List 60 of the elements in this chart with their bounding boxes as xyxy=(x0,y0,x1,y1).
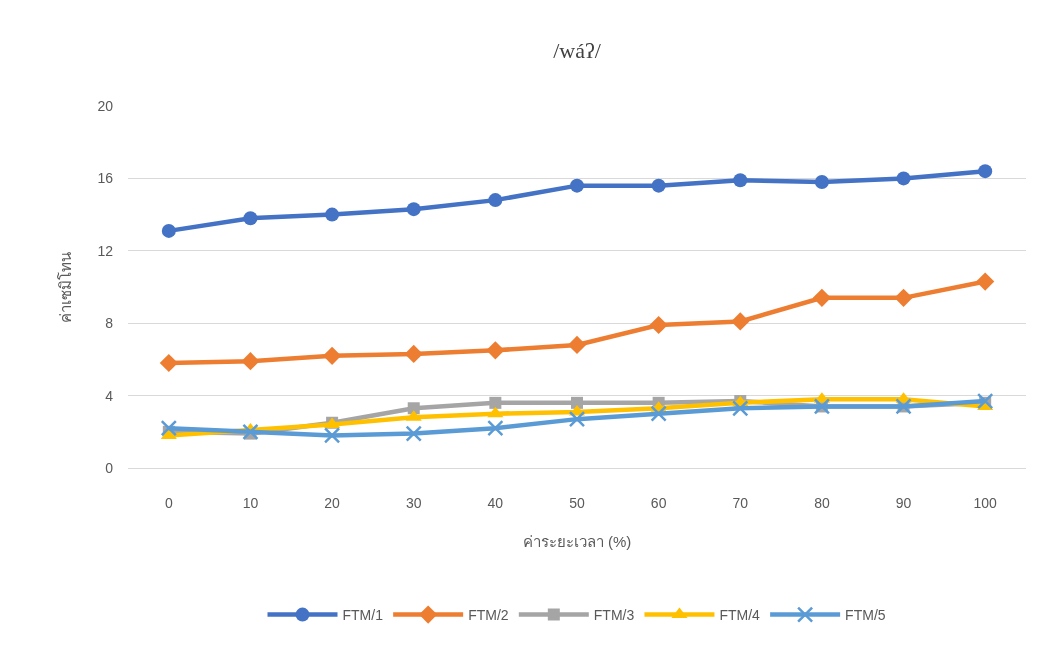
y-tick-label: 4 xyxy=(105,387,114,404)
point xyxy=(486,341,505,360)
point xyxy=(405,425,422,442)
legend-label: FTM/2 xyxy=(468,607,509,624)
point xyxy=(567,335,587,355)
point xyxy=(731,312,750,331)
x-tick-label: 100 xyxy=(973,494,998,511)
y-tick-label: 16 xyxy=(97,170,114,187)
x-tick-label: 60 xyxy=(650,494,667,511)
x-tick-label: 10 xyxy=(242,494,259,511)
x-tick-label: 30 xyxy=(405,494,422,511)
point xyxy=(242,423,259,441)
point xyxy=(323,427,341,444)
y-tick-label: 8 xyxy=(105,315,114,332)
point xyxy=(404,344,423,364)
point xyxy=(894,288,913,307)
point xyxy=(241,352,260,371)
x-tick-label: 20 xyxy=(324,494,341,511)
x-tick-label: 70 xyxy=(732,494,749,511)
point xyxy=(407,402,420,415)
point xyxy=(571,396,583,409)
point xyxy=(650,405,667,422)
point xyxy=(570,178,584,193)
legend-label: FTM/4 xyxy=(719,607,761,624)
point xyxy=(161,223,176,238)
point xyxy=(568,410,586,428)
point xyxy=(733,173,748,188)
point xyxy=(651,178,666,193)
x-tick-label: 80 xyxy=(814,494,830,511)
y-tick-label: 12 xyxy=(97,242,114,259)
point xyxy=(487,419,504,437)
point xyxy=(814,175,829,190)
x-tick-label: 50 xyxy=(569,494,585,511)
legend-label: FTM/3 xyxy=(593,607,635,624)
y-axis-title: ค่าเซมิโทน xyxy=(56,251,74,323)
legend-label: FTM/5 xyxy=(845,607,886,624)
x-axis-title: ค่าระยะเวลา (%) xyxy=(522,532,632,550)
point xyxy=(976,392,994,410)
point xyxy=(325,207,340,222)
point xyxy=(322,346,342,365)
y-tick-label: 0 xyxy=(105,459,114,476)
point xyxy=(896,171,911,186)
x-tick-label: 90 xyxy=(895,494,912,511)
y-tick-label: 20 xyxy=(97,97,114,114)
point xyxy=(243,211,258,226)
point xyxy=(489,396,502,409)
point xyxy=(732,400,749,417)
point xyxy=(649,315,668,335)
point xyxy=(487,406,504,418)
point xyxy=(488,193,503,208)
point xyxy=(160,419,178,437)
point xyxy=(978,164,993,179)
chart-title: /wáʔ/ xyxy=(553,37,602,63)
x-tick-label: 40 xyxy=(487,494,504,511)
point xyxy=(976,272,995,291)
legend-label: FTM/1 xyxy=(342,607,384,624)
point xyxy=(812,288,832,307)
point xyxy=(406,202,421,217)
x-tick-label: 0 xyxy=(164,494,173,511)
point xyxy=(159,353,178,373)
